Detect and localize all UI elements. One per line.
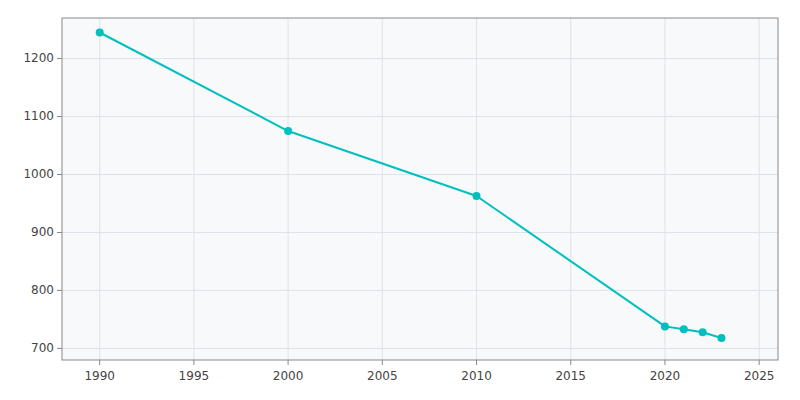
y-tick bbox=[57, 174, 62, 175]
axes: 700 800 900 1000 1100 1200 1990 1995 2000 2005 201… bbox=[23, 51, 774, 383]
y-grid-line bbox=[62, 116, 778, 117]
x-grid-line bbox=[288, 18, 289, 360]
chart-svg: 700 800 900 1000 1100 1200 1990 1995 2000 2005 201… bbox=[0, 0, 800, 400]
x-tick bbox=[476, 360, 477, 365]
y-tick-label: 1100 bbox=[23, 109, 54, 123]
marker bbox=[661, 322, 669, 330]
y-tick-label: 1200 bbox=[23, 51, 54, 65]
x-tick bbox=[193, 360, 194, 365]
x-tick-label: 2010 bbox=[461, 369, 492, 383]
y-grid-line bbox=[62, 174, 778, 175]
y-tick-label: 800 bbox=[31, 283, 54, 297]
y-tick-label: 900 bbox=[31, 225, 54, 239]
y-grid-line bbox=[62, 232, 778, 233]
x-tick-label: 1995 bbox=[179, 369, 210, 383]
y-tick bbox=[57, 116, 62, 117]
x-grid-line bbox=[99, 18, 100, 360]
x-grid-line bbox=[382, 18, 383, 360]
plot-background bbox=[62, 18, 778, 360]
y-tick-label: 1000 bbox=[23, 167, 54, 181]
y-tick bbox=[57, 58, 62, 59]
x-grid-line bbox=[664, 18, 665, 360]
x-tick-label: 2025 bbox=[744, 369, 775, 383]
line bbox=[100, 32, 722, 337]
x-tick bbox=[570, 360, 571, 365]
x-tick-label: 1990 bbox=[84, 369, 115, 383]
x-grid-line bbox=[476, 18, 477, 360]
y-grid-line bbox=[62, 290, 778, 291]
x-tick bbox=[664, 360, 665, 365]
x-tick-label: 2015 bbox=[555, 369, 586, 383]
x-grid-line bbox=[193, 18, 194, 360]
y-tick bbox=[57, 232, 62, 233]
marker bbox=[717, 334, 725, 342]
y-grid-line bbox=[62, 58, 778, 59]
marker bbox=[96, 28, 104, 36]
grid bbox=[62, 18, 778, 360]
x-tick-label: 2005 bbox=[367, 369, 398, 383]
x-grid-line bbox=[759, 18, 760, 360]
y-tick bbox=[57, 290, 62, 291]
marker bbox=[284, 127, 292, 135]
marker bbox=[699, 328, 707, 336]
y-tick-label: 700 bbox=[31, 341, 54, 355]
x-tick bbox=[382, 360, 383, 365]
y-tick bbox=[57, 348, 62, 349]
x-tick bbox=[759, 360, 760, 365]
x-tick-label: 2020 bbox=[650, 369, 681, 383]
x-grid-line bbox=[570, 18, 571, 360]
y-grid-line bbox=[62, 348, 778, 349]
marker bbox=[473, 192, 481, 200]
x-tick bbox=[99, 360, 100, 365]
marker bbox=[680, 325, 688, 333]
x-tick bbox=[288, 360, 289, 365]
plot-frame bbox=[62, 18, 778, 360]
data-group bbox=[96, 28, 726, 341]
x-tick-label: 2000 bbox=[273, 369, 304, 383]
chart-container: 700 800 900 1000 1100 1200 1990 1995 2000 2005 201… bbox=[0, 0, 800, 400]
